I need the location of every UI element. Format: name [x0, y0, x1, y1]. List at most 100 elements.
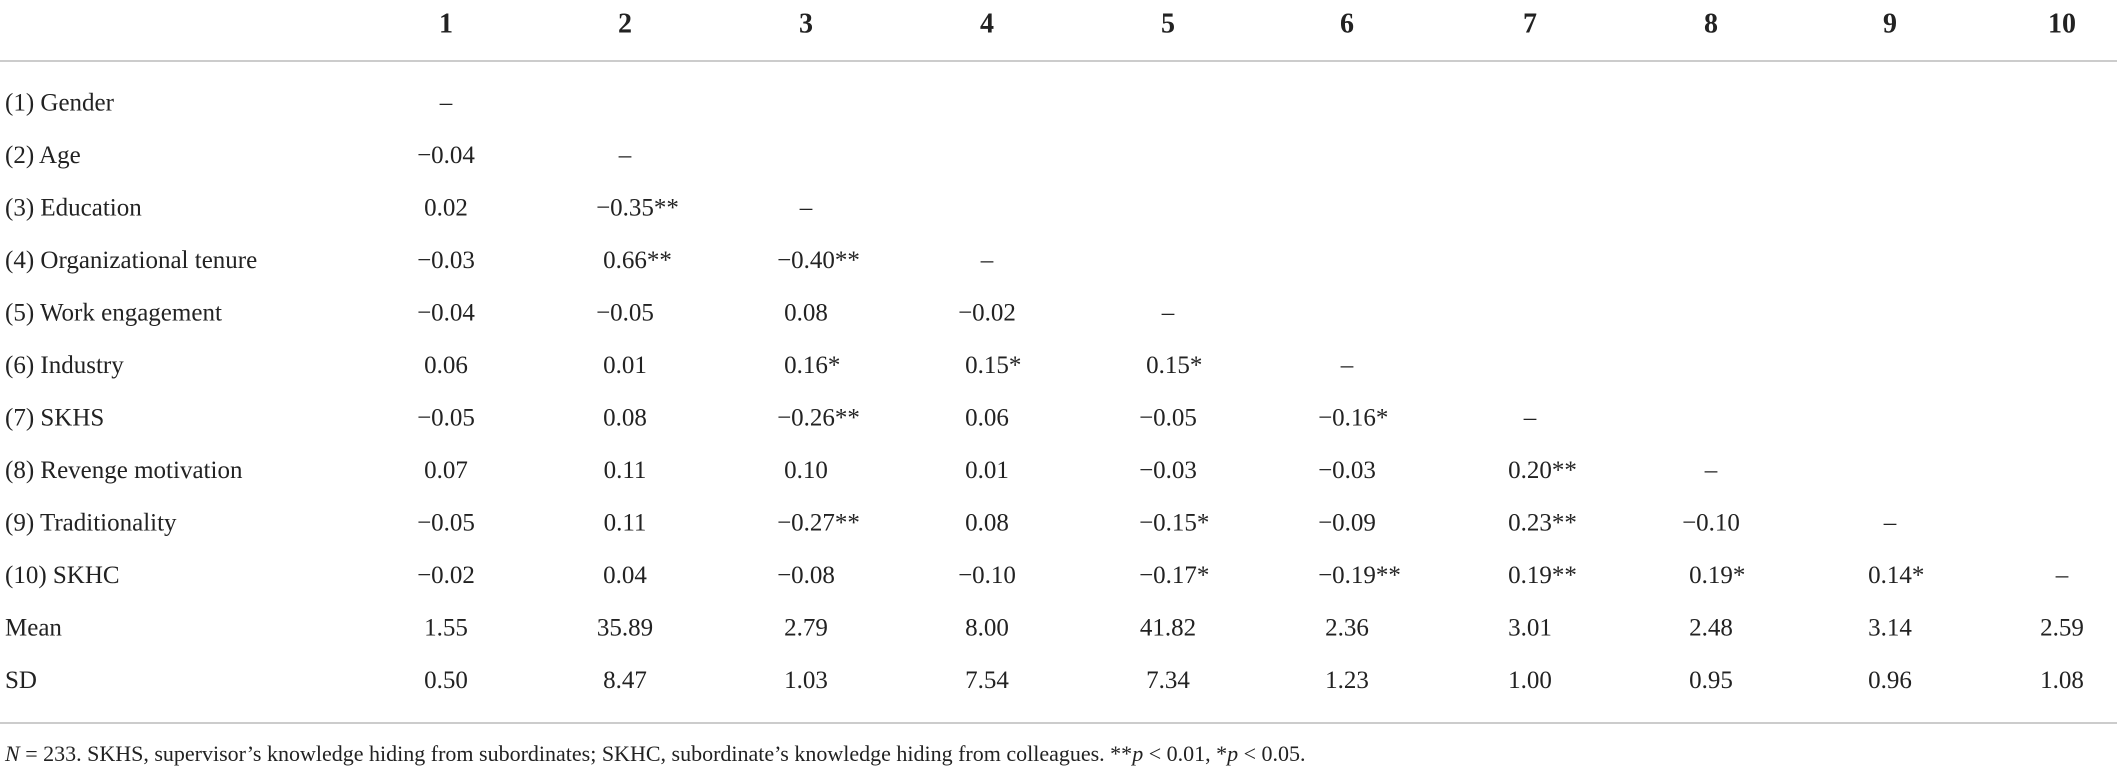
note-part: = 233. SKHS, supervisor’s knowledge hidi… — [20, 741, 1133, 766]
cell: 2.79 — [784, 615, 828, 642]
cell: −0.05 — [417, 510, 475, 537]
cell: – — [618, 142, 632, 169]
column-header: 8 — [1704, 8, 1718, 39]
cell: 35.89 — [597, 615, 653, 642]
cell: 0.01 — [603, 352, 647, 379]
cell: −0.03 — [1139, 457, 1197, 484]
cell: −0.09 — [1318, 510, 1376, 537]
cell: 3.14 — [1868, 615, 1912, 642]
cell: 0.19** — [1508, 562, 1577, 589]
cell: −0.05 — [596, 300, 654, 327]
note-part: N — [4, 741, 21, 766]
cell: – — [799, 195, 813, 222]
cell: 0.15* — [965, 352, 1021, 379]
cell: 7.34 — [1146, 667, 1190, 694]
cell: – — [1883, 510, 1897, 537]
cell: −0.04 — [417, 142, 475, 169]
cell: 7.54 — [965, 667, 1009, 694]
column-header: 5 — [1161, 8, 1175, 39]
row-label: (6) Industry — [5, 352, 124, 379]
cell: – — [1161, 300, 1175, 327]
cell: 8.00 — [965, 615, 1009, 642]
cell: 1.00 — [1508, 667, 1552, 694]
row-label: (10) SKHC — [5, 562, 120, 589]
column-header: 10 — [2048, 8, 2076, 39]
cell: −0.27** — [777, 510, 860, 537]
cell: – — [1523, 405, 1537, 432]
cell: 0.08 — [784, 300, 828, 327]
note-part: < 0.01, * — [1143, 741, 1227, 766]
column-header: 3 — [799, 8, 813, 39]
cell: 2.36 — [1325, 615, 1369, 642]
row-label: (5) Work engagement — [5, 300, 222, 327]
cell: −0.17* — [1139, 562, 1209, 589]
cell: 0.11 — [604, 510, 647, 537]
cell: – — [1704, 457, 1718, 484]
row-label: Mean — [5, 615, 62, 642]
cell: −0.10 — [1682, 510, 1740, 537]
cell: 0.19* — [1689, 562, 1745, 589]
column-header: 4 — [980, 8, 994, 39]
cell: 0.50 — [424, 667, 468, 694]
cell: 0.08 — [603, 405, 647, 432]
cell: 0.07 — [424, 457, 468, 484]
note-part: p — [1225, 741, 1238, 766]
cell: 0.04 — [603, 562, 647, 589]
cell: 1.55 — [424, 615, 468, 642]
cell: 0.23** — [1508, 510, 1577, 537]
cell: −0.02 — [417, 562, 475, 589]
cell: −0.08 — [777, 562, 835, 589]
row-label: (8) Revenge motivation — [5, 457, 243, 484]
column-header: 1 — [439, 8, 453, 39]
table-note: N = 233. SKHS, supervisor’s knowledge hi… — [4, 741, 1306, 766]
cell: 0.95 — [1689, 667, 1733, 694]
cell: 0.66** — [603, 247, 672, 274]
cell: 1.08 — [2040, 667, 2084, 694]
cell: −0.35** — [596, 195, 679, 222]
row-label: (7) SKHS — [5, 405, 104, 432]
cell: 1.03 — [784, 667, 828, 694]
cell: 0.11 — [604, 457, 647, 484]
cell: 0.14* — [1868, 562, 1924, 589]
column-header: 7 — [1523, 8, 1537, 39]
cell: – — [980, 247, 994, 274]
cell: 0.16* — [784, 352, 840, 379]
cell: −0.04 — [417, 300, 475, 327]
cell: – — [2055, 562, 2069, 589]
cell: 8.47 — [603, 667, 647, 694]
row-label: (4) Organizational tenure — [5, 247, 257, 274]
cell: 0.20** — [1508, 457, 1577, 484]
row-label: (9) Traditionality — [5, 510, 177, 537]
cell: 41.82 — [1140, 615, 1196, 642]
cell: 0.01 — [965, 457, 1009, 484]
cell: 0.96 — [1868, 667, 1912, 694]
note-part: p — [1130, 741, 1143, 766]
cell: −0.26** — [777, 405, 860, 432]
cell: −0.19** — [1318, 562, 1401, 589]
cell: 3.01 — [1508, 615, 1552, 642]
row-label: (2) Age — [5, 142, 81, 169]
cell: 0.02 — [424, 195, 468, 222]
cell: 0.15* — [1146, 352, 1202, 379]
row-label: (1) Gender — [5, 90, 115, 117]
cell: 1.23 — [1325, 667, 1369, 694]
cell: −0.02 — [958, 300, 1016, 327]
row-label: (3) Education — [5, 195, 142, 222]
cell: 0.06 — [965, 405, 1009, 432]
cell: – — [1340, 352, 1354, 379]
cell: −0.15* — [1139, 510, 1209, 537]
cell: −0.03 — [1318, 457, 1376, 484]
column-header: 2 — [618, 8, 632, 39]
cell: −0.05 — [417, 405, 475, 432]
cell: 2.48 — [1689, 615, 1733, 642]
cell: 0.06 — [424, 352, 468, 379]
cell: −0.40** — [777, 247, 860, 274]
cell: −0.10 — [958, 562, 1016, 589]
column-header: 9 — [1883, 8, 1897, 39]
cell: – — [439, 90, 453, 117]
cell: 0.10 — [784, 457, 828, 484]
cell: −0.03 — [417, 247, 475, 274]
cell: 0.08 — [965, 510, 1009, 537]
